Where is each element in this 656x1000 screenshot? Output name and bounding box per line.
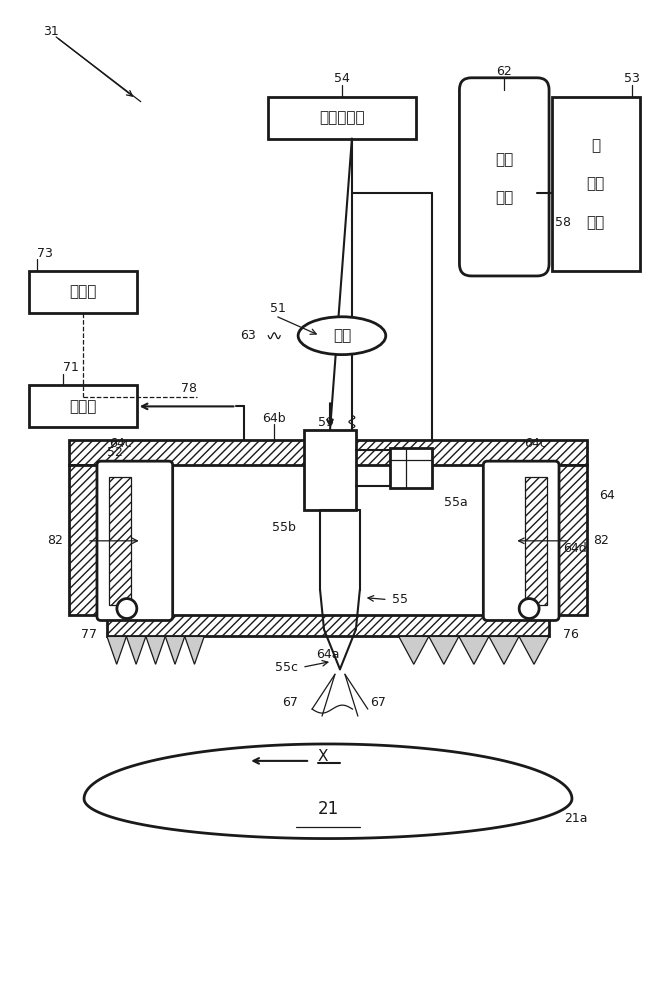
Text: 71: 71 <box>63 361 79 374</box>
Text: 64c: 64c <box>523 437 546 450</box>
Text: 53: 53 <box>624 72 640 85</box>
Text: 62: 62 <box>497 65 512 78</box>
Text: X: X <box>318 749 329 764</box>
FancyBboxPatch shape <box>459 78 549 276</box>
Text: 73: 73 <box>37 247 53 260</box>
Text: 生成: 生成 <box>586 176 605 191</box>
Text: 82: 82 <box>593 534 609 547</box>
Text: 部: 部 <box>591 138 600 153</box>
Polygon shape <box>107 636 127 664</box>
Text: 77: 77 <box>81 628 97 641</box>
Text: 21a: 21a <box>564 812 588 825</box>
Bar <box>107 465 549 615</box>
Bar <box>30 271 137 313</box>
Polygon shape <box>84 744 572 839</box>
Text: 63: 63 <box>241 329 256 342</box>
Text: 气体供给部: 气体供给部 <box>319 110 365 125</box>
Polygon shape <box>185 636 204 664</box>
Text: 气体: 气体 <box>333 328 351 343</box>
FancyBboxPatch shape <box>97 461 173 620</box>
Text: 55c: 55c <box>275 661 298 674</box>
Bar <box>552 97 640 271</box>
Text: 21: 21 <box>318 800 338 818</box>
Text: 31: 31 <box>43 25 59 38</box>
Text: 82: 82 <box>47 534 63 547</box>
Text: 51: 51 <box>270 302 286 315</box>
Text: 59: 59 <box>318 416 334 429</box>
Polygon shape <box>459 636 489 664</box>
Circle shape <box>117 599 137 618</box>
Text: 55a: 55a <box>443 496 467 509</box>
Text: 58: 58 <box>555 216 571 229</box>
Bar <box>109 477 131 605</box>
Text: 干冰: 干冰 <box>495 190 514 205</box>
Text: 55b: 55b <box>272 521 296 534</box>
Circle shape <box>519 599 539 618</box>
Bar <box>69 440 587 465</box>
Polygon shape <box>489 636 519 664</box>
Text: 64: 64 <box>599 489 615 502</box>
Polygon shape <box>165 636 185 664</box>
Text: 54: 54 <box>334 72 350 85</box>
Text: 64b: 64b <box>262 412 286 425</box>
Text: 颗粒: 颗粒 <box>495 152 514 167</box>
Text: 干冰: 干冰 <box>586 215 605 230</box>
Bar <box>107 615 549 636</box>
Text: 52: 52 <box>107 446 123 459</box>
Text: 64d: 64d <box>563 542 586 555</box>
Bar <box>268 97 416 139</box>
Ellipse shape <box>298 317 386 355</box>
Text: 64c: 64c <box>110 437 133 450</box>
Text: 64a: 64a <box>316 648 340 661</box>
FancyBboxPatch shape <box>483 461 559 620</box>
Text: 控制器: 控制器 <box>70 284 96 299</box>
Text: 55: 55 <box>392 593 408 606</box>
Bar <box>390 448 432 488</box>
Text: 67: 67 <box>370 696 386 709</box>
Bar <box>549 465 587 615</box>
Bar <box>525 477 547 605</box>
Polygon shape <box>519 636 549 664</box>
Polygon shape <box>429 636 459 664</box>
Polygon shape <box>146 636 165 664</box>
Text: 排气部: 排气部 <box>70 399 96 414</box>
Polygon shape <box>127 636 146 664</box>
Text: 76: 76 <box>563 628 579 641</box>
Bar <box>304 430 356 510</box>
Text: 67: 67 <box>282 696 298 709</box>
Bar <box>69 465 107 615</box>
Bar <box>30 385 137 427</box>
Text: 78: 78 <box>180 382 197 395</box>
Polygon shape <box>399 636 429 664</box>
